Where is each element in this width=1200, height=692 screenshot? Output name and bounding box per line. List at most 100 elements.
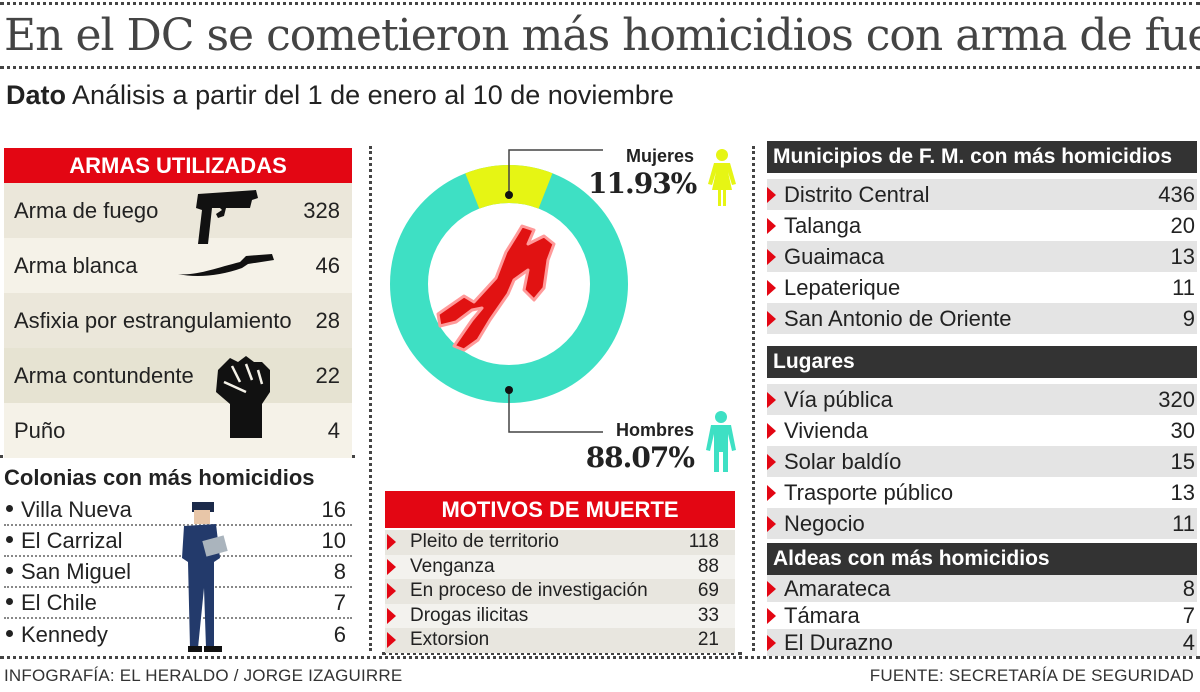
row-value: 118 (688, 531, 719, 553)
triangle-bullet-icon (387, 607, 396, 624)
triangle-bullet-icon (767, 607, 776, 624)
armas-table: ARMAS UTILIZADAS Arma de fuego 328 Arma b… (4, 148, 352, 458)
page-subtitle: Dato Análisis a partir del 1 de enero al… (6, 80, 674, 111)
item-value: 6 (333, 621, 346, 647)
row-label: Guaimaca (784, 243, 885, 269)
row-value: 30 (1170, 417, 1195, 443)
row-label: Extorsion (410, 629, 490, 651)
row-label: Asfixia por estrangulamiento (14, 307, 292, 333)
legend-label: Hombres (615, 420, 694, 440)
row-value: 9 (1182, 305, 1195, 331)
item-label: Kennedy (21, 621, 108, 647)
row-value: 7 (1182, 602, 1195, 628)
table-row: Pleito de territorio 118 (385, 530, 735, 555)
bullet-icon (6, 598, 13, 606)
triangle-bullet-icon (767, 422, 776, 439)
row-value: 8 (1182, 575, 1195, 601)
colonias-list: Colonias con más homicidios Villa Nueva 1… (4, 465, 352, 650)
woman-icon (708, 149, 736, 206)
list-item: San Miguel 8 (4, 557, 352, 588)
subtitle-label: Dato (6, 80, 66, 110)
row-value: 4 (327, 417, 340, 443)
row-value: 11 (1172, 274, 1195, 300)
subtitle-text: Análisis a partir del 1 de enero al 10 d… (72, 80, 674, 110)
table-row: Guaimaca 13 (767, 241, 1197, 272)
row-label: San Antonio de Oriente (784, 305, 1012, 331)
table-row: En proceso de investigación 69 (385, 579, 735, 604)
table-row: Extorsion 21 (385, 628, 735, 653)
column-divider-left (369, 146, 372, 651)
triangle-bullet-icon (387, 632, 396, 649)
item-value: 16 (321, 496, 346, 522)
table-row: Negocio 11 (767, 508, 1197, 539)
item-label: El Carrizal (21, 527, 123, 553)
table-row: Venganza 88 (385, 554, 735, 579)
table-row: Arma contundente 22 (4, 348, 352, 403)
row-value: 33 (697, 604, 719, 626)
legend-label: Mujeres (625, 146, 694, 166)
table-row: Vía pública 320 (767, 384, 1197, 415)
table-row: Asfixia por estrangulamiento 28 (4, 293, 352, 348)
row-value: 328 (303, 197, 340, 223)
list-item: El Chile 7 (4, 588, 352, 619)
row-value: 88 (697, 555, 719, 577)
source-text: FUENTE: SECRETARÍA DE SEGURIDAD (869, 666, 1194, 685)
table-row: Puño 4 (4, 403, 352, 458)
row-value: 28 (315, 307, 340, 333)
body-outline-icon (436, 224, 556, 352)
table-row: El Durazno 4 (767, 629, 1197, 656)
list-item: Kennedy 6 (4, 619, 352, 650)
top-rule (0, 2, 1200, 5)
row-label: Venganza (410, 555, 495, 577)
triangle-bullet-icon (767, 217, 776, 234)
triangle-bullet-icon (387, 583, 396, 600)
list-item: El Carrizal 10 (4, 526, 352, 557)
list-item: Villa Nueva 16 (4, 495, 352, 526)
aldeas-heading: Aldeas con más homicidios (767, 543, 1197, 575)
row-value: 21 (697, 629, 719, 651)
fist-icon (216, 356, 270, 438)
row-label: Támara (784, 602, 860, 628)
row-label: Pleito de territorio (410, 531, 559, 553)
table-row: San Antonio de Oriente 9 (767, 303, 1197, 334)
motivos-bottom-rule (382, 652, 742, 655)
aldeas-table: Aldeas con más homicidios Amarateca 8 Tám… (767, 543, 1197, 656)
colonias-heading: Colonias con más homicidios (4, 465, 315, 490)
donut-ring (390, 149, 628, 433)
row-value: 13 (1170, 479, 1195, 505)
column-divider-right (752, 146, 755, 651)
table-row: Lepaterique 11 (767, 272, 1197, 303)
triangle-bullet-icon (767, 484, 776, 501)
lugares-heading: Lugares (767, 346, 1197, 378)
table-row: Drogas ilicitas 33 (385, 603, 735, 628)
row-label: Negocio (784, 510, 865, 536)
triangle-bullet-icon (767, 634, 776, 651)
row-label: Vía pública (784, 386, 893, 412)
bullet-icon (6, 536, 13, 544)
legend-hombres: Hombres 88.07% (578, 420, 695, 474)
row-value: 320 (1158, 386, 1195, 412)
credit-text: INFOGRAFÍA: EL HERALDO / JORGE IZAGUIRRE (4, 666, 403, 685)
row-value: 13 (1170, 243, 1195, 269)
lugares-table: Lugares Vía pública 320 Vivienda 30 Solar … (767, 346, 1197, 539)
table-row: Arma blanca 46 (4, 238, 352, 293)
triangle-bullet-icon (387, 534, 396, 551)
table-row: Támara 7 (767, 602, 1197, 629)
row-value: 20 (1170, 212, 1195, 238)
item-value: 10 (321, 527, 346, 553)
triangle-bullet-icon (767, 279, 776, 296)
table-row: Distrito Central 436 (767, 179, 1197, 210)
municipios-heading: Municipios de F. M. con más homicidios (767, 141, 1197, 173)
triangle-bullet-icon (767, 186, 776, 203)
row-label: El Durazno (784, 629, 893, 655)
legend-value: 88.07% (585, 441, 695, 474)
row-label: Talanga (784, 212, 862, 238)
triangle-bullet-icon (767, 310, 776, 327)
row-label: Arma blanca (14, 252, 138, 278)
item-value: 8 (333, 558, 346, 584)
man-icon (706, 411, 736, 472)
gender-donut-chart: Mujeres 11.93% Hombres 88.07% (378, 140, 743, 480)
row-label: Solar baldío (784, 448, 902, 474)
row-label: Lepaterique (784, 274, 901, 300)
row-label: Puño (14, 417, 66, 443)
